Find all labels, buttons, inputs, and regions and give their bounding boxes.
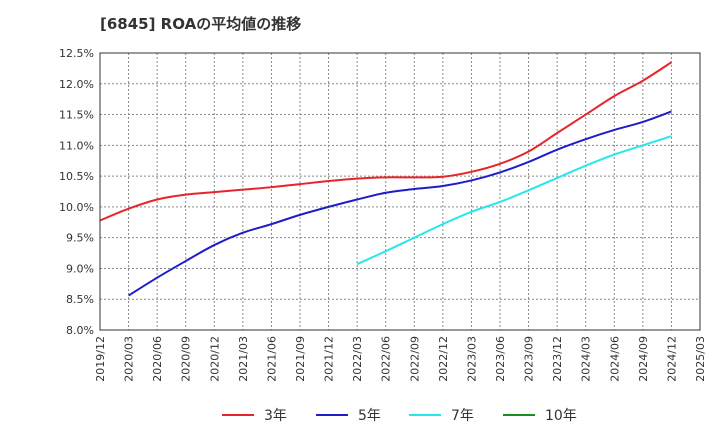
legend: 3年 5年 7年 10年 <box>222 408 577 424</box>
x-tick-label: 2023/09 <box>523 336 536 382</box>
x-tick-label: 2022/03 <box>351 336 364 382</box>
plot-frame <box>99 52 701 331</box>
legend-label: 3年 <box>264 408 287 424</box>
x-tick-label: 2024/12 <box>665 336 678 382</box>
y-tick-label: 8.0% <box>66 324 94 337</box>
y-tick-label: 11.0% <box>59 139 94 152</box>
x-tick-label: 2024/06 <box>608 336 621 382</box>
x-tick-label: 2022/12 <box>437 336 450 382</box>
x-tick-label: 2023/03 <box>465 336 478 382</box>
series-line-5年 <box>128 110 672 297</box>
y-axis-ticks: 12.5% 12.0% 11.5% 11.0% 10.5% 10.0% 9.5% 9.0% 8.… <box>59 47 94 337</box>
x-tick-label: 2020/12 <box>208 336 221 382</box>
x-tick-label: 2020/09 <box>180 336 193 382</box>
x-tick-label: 2021/03 <box>237 336 250 382</box>
x-tick-label: 2020/03 <box>123 336 136 382</box>
grid <box>100 53 700 330</box>
x-tick-label: 2021/12 <box>323 336 336 382</box>
x-tick-label: 2022/06 <box>380 336 393 382</box>
x-tick-label: 2023/12 <box>551 336 564 382</box>
legend-label: 10年 <box>545 408 577 424</box>
legend-label: 7年 <box>451 408 474 424</box>
x-tick-label: 2024/09 <box>637 336 650 382</box>
chart-title: [6845] ROAの平均値の推移 <box>100 15 301 33</box>
series-line-3年 <box>99 61 672 222</box>
x-axis-ticks: 2019/12 2020/03 2020/06 2020/09 2020/12 2021/… <box>94 336 707 382</box>
y-tick-label: 12.5% <box>59 47 94 60</box>
x-tick-label: 2025/03 <box>694 336 707 382</box>
x-tick-label: 2021/06 <box>265 336 278 382</box>
x-tick-label: 2019/12 <box>94 336 107 382</box>
y-tick-label: 12.0% <box>59 78 94 91</box>
x-tick-label: 2020/06 <box>151 336 164 382</box>
y-tick-label: 9.0% <box>66 262 94 275</box>
x-tick-label: 2024/03 <box>580 336 593 382</box>
y-tick-label: 11.5% <box>59 109 94 122</box>
x-tick-label: 2023/06 <box>494 336 507 382</box>
legend-label: 5年 <box>358 408 381 424</box>
y-tick-label: 10.0% <box>59 201 94 214</box>
y-tick-label: 9.5% <box>66 232 94 245</box>
y-tick-label: 10.5% <box>59 170 94 183</box>
series-lines <box>99 61 672 297</box>
y-tick-label: 8.5% <box>66 293 94 306</box>
x-tick-label: 2021/09 <box>294 336 307 382</box>
series-line-7年 <box>356 135 672 266</box>
x-tick-label: 2022/09 <box>408 336 421 382</box>
